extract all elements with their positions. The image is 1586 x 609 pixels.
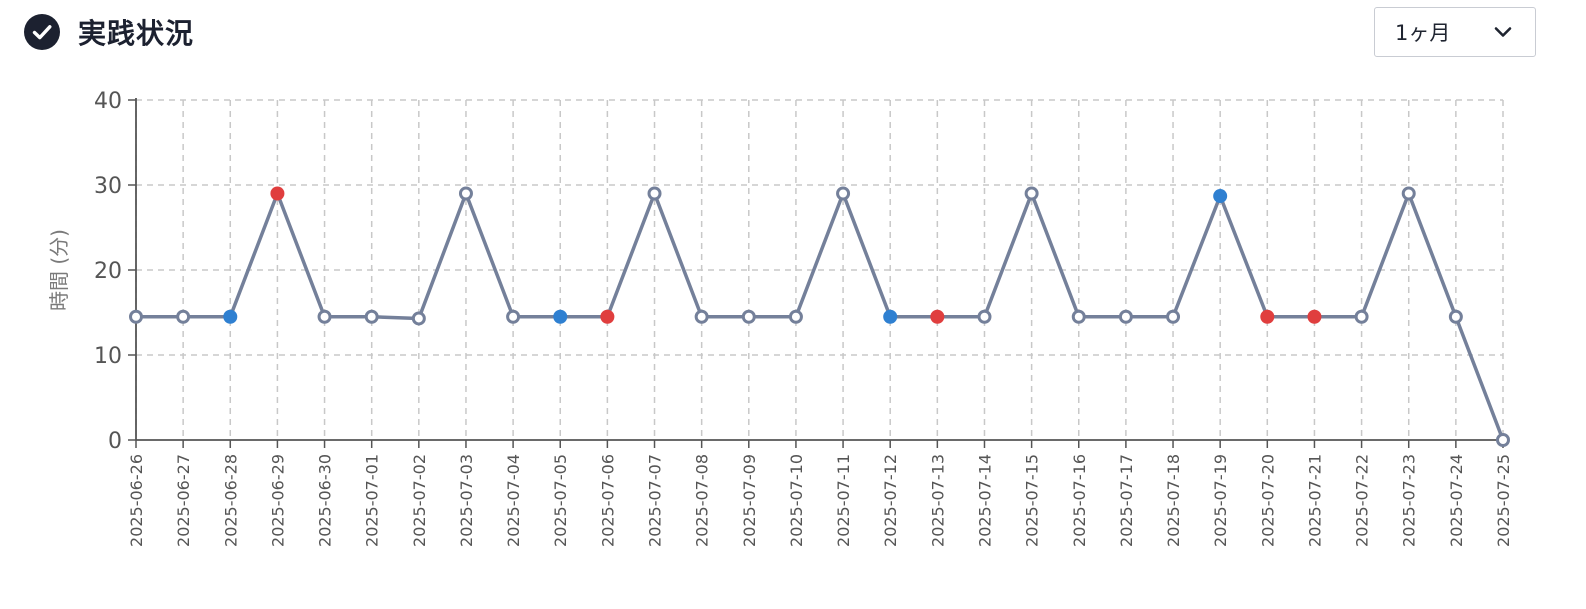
x-tick-label: 2025-06-27 <box>174 454 193 547</box>
data-point-blue <box>1213 189 1228 204</box>
data-point <box>1071 309 1086 324</box>
y-tick-label: 10 <box>94 344 122 369</box>
data-point <box>1118 309 1133 324</box>
x-tick-label: 2025-07-22 <box>1353 454 1372 547</box>
x-tick-label: 2025-07-04 <box>504 454 523 547</box>
x-tick-label: 2025-07-16 <box>1070 454 1089 547</box>
x-tick-label: 2025-07-19 <box>1211 454 1230 547</box>
x-tick-label: 2025-07-06 <box>598 454 617 547</box>
x-tick-label: 2025-07-24 <box>1447 454 1466 547</box>
section-header: 実践状況 <box>24 10 194 54</box>
data-point <box>1354 309 1369 324</box>
data-point <box>1166 309 1181 324</box>
y-tick-label: 30 <box>94 174 122 199</box>
chevron-down-icon <box>1494 27 1512 37</box>
data-point <box>694 309 709 324</box>
data-point <box>1401 186 1416 201</box>
y-axis-label: 時間 (分) <box>47 229 71 311</box>
data-point-blue <box>553 309 568 324</box>
data-point <box>506 309 521 324</box>
chart-labels: 0 10 20 30 40 2025-06-26 2025-06-27 2025-06-28 2… <box>47 89 1513 547</box>
x-tick-label: 2025-07-01 <box>363 454 382 547</box>
x-tick-label: 2025-07-23 <box>1400 454 1419 547</box>
data-point-blue <box>883 309 898 324</box>
data-point <box>411 311 426 326</box>
data-point <box>176 309 191 324</box>
data-point <box>364 309 379 324</box>
x-tick-label: 2025-07-03 <box>457 454 476 547</box>
x-tick-label: 2025-07-10 <box>787 454 806 547</box>
x-tick-label: 2025-07-11 <box>834 454 853 547</box>
x-tick-label: 2025-07-15 <box>1023 454 1042 547</box>
x-tick-label: 2025-06-29 <box>268 454 287 547</box>
x-tick-label: 2025-07-09 <box>740 454 759 547</box>
x-tick-label: 2025-07-08 <box>693 454 712 547</box>
page-title: 実践状況 <box>78 17 195 50</box>
data-point <box>1496 433 1510 447</box>
data-point <box>741 309 756 324</box>
x-tick-label: 2025-06-28 <box>221 454 240 547</box>
x-tick-label: 2025-07-20 <box>1258 454 1277 547</box>
data-point-red <box>1260 309 1275 324</box>
y-tick-label: 20 <box>94 259 122 284</box>
data-point-red <box>270 186 285 201</box>
period-select-value: 1ヶ月 <box>1395 21 1451 45</box>
data-point-red <box>1307 309 1322 324</box>
y-tick-label: 0 <box>108 429 122 454</box>
data-point-blue <box>223 309 238 324</box>
check-circle-icon <box>24 14 60 50</box>
data-point <box>1448 309 1463 324</box>
data-point <box>647 186 662 201</box>
data-point <box>788 309 803 324</box>
data-point <box>977 309 992 324</box>
x-tick-label: 2025-07-18 <box>1164 454 1183 547</box>
data-point-red <box>600 309 615 324</box>
y-tick-label: 40 <box>94 89 122 114</box>
chart-grid <box>135 99 1504 440</box>
x-tick-label: 2025-07-05 <box>551 454 570 547</box>
series-line <box>134 191 1505 442</box>
x-tick-label: 2025-07-07 <box>646 454 665 547</box>
x-tick-label: 2025-07-17 <box>1117 454 1136 547</box>
x-tick-label: 2025-07-25 <box>1494 454 1513 547</box>
x-tick-label: 2025-07-14 <box>975 454 994 547</box>
x-tick-label: 2025-06-26 <box>127 454 146 547</box>
data-point-red <box>930 309 945 324</box>
data-point <box>317 309 332 324</box>
data-point <box>458 186 473 201</box>
data-point <box>836 186 851 201</box>
chart-series <box>129 186 1510 447</box>
x-tick-label: 2025-06-30 <box>316 454 335 547</box>
period-select[interactable]: 1ヶ月 <box>1374 7 1536 57</box>
x-tick-label: 2025-07-12 <box>881 454 900 547</box>
x-tick-label: 2025-07-02 <box>410 454 429 547</box>
x-tick-label: 2025-07-21 <box>1305 454 1324 547</box>
chart-axes <box>128 98 1504 448</box>
data-point <box>1024 186 1039 201</box>
x-tick-label: 2025-07-13 <box>928 454 947 547</box>
data-point <box>129 309 143 324</box>
